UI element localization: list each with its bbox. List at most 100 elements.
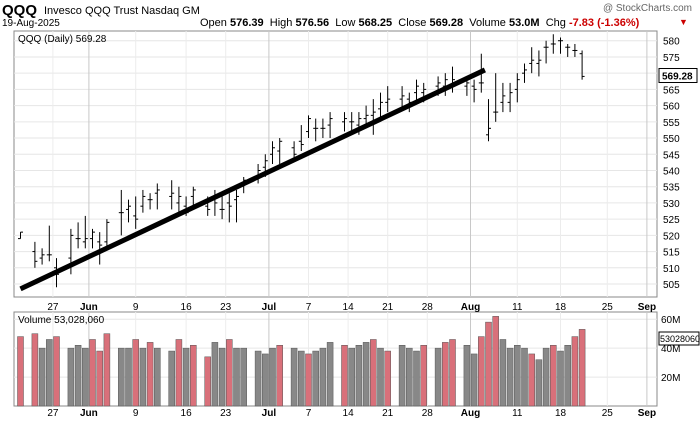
volume-bar [341, 345, 348, 407]
chg-label: Chg [545, 17, 566, 29]
volume-bar [564, 345, 571, 407]
ohlc-bar [313, 118, 319, 142]
price-tick-label: 505 [663, 280, 680, 291]
ohlc-bar [169, 180, 175, 210]
volume-tick-label: 40M [661, 344, 680, 355]
ohlc-bar [543, 40, 549, 64]
ohlc-bar [572, 43, 578, 57]
ohlc-bar [219, 196, 225, 220]
last-volume-tag [658, 331, 700, 346]
x-tick-label: Aug [461, 302, 480, 313]
close-label: Close [398, 17, 427, 29]
ohlc-bar [406, 92, 412, 113]
x-tick-label: 11 [512, 408, 523, 419]
volume-bar [478, 336, 485, 407]
ohlc-bar [550, 34, 556, 54]
volume-panel-label: Volume 53,028,060 [18, 315, 105, 326]
volume-bar [312, 350, 319, 407]
volume-bar [182, 347, 190, 407]
last-volume-value: 53028060 [660, 334, 700, 344]
price-tick-label: 535 [663, 183, 680, 194]
volume-bar [535, 359, 543, 407]
volume-bar [31, 333, 39, 407]
trend-line [19, 67, 486, 292]
description: Invesco QQQ Trust Nasdaq GM [44, 5, 200, 17]
price-tick-label: 565 [663, 85, 680, 96]
volume-bar [46, 339, 53, 407]
volume-bar [139, 347, 147, 407]
volume-bar [326, 342, 334, 407]
ohlc-bar [421, 82, 427, 103]
volume-bar [348, 347, 355, 407]
volume-bar [125, 347, 132, 407]
ohlc-bar [133, 196, 139, 229]
volume-bar [485, 321, 492, 407]
ohlc-bar [529, 47, 535, 74]
ohlc-bar [147, 193, 153, 210]
price-panel-label: QQQ (Daily) 569.28 [18, 34, 107, 45]
volume-bar [492, 316, 499, 407]
x-tick-label: 27 [47, 302, 59, 313]
price-tick-label: 530 [663, 199, 680, 210]
ohlc-bar [154, 183, 160, 210]
volume-bar [204, 356, 211, 407]
volume-bar [89, 339, 96, 407]
ohlc-bar [54, 258, 59, 288]
volume-bar [298, 350, 305, 407]
volume-bar [67, 347, 75, 407]
ohlc-readout: Open 576.39 High 576.56 Low 568.25 Close… [200, 17, 639, 29]
ohlc-bar [126, 199, 131, 223]
ohlc-bar [255, 164, 261, 184]
ohlc-bar [90, 228, 95, 249]
ohlc-bar [118, 189, 124, 236]
x-tick-label: 14 [343, 408, 355, 419]
volume-bar [211, 342, 219, 407]
x-tick-label: 21 [382, 408, 394, 419]
x-tick-label: Jul [262, 408, 277, 419]
price-tick-label: 545 [663, 150, 680, 161]
price-tick-label: 510 [663, 264, 680, 275]
chg-value: -7.83 (-1.36%) [568, 17, 640, 29]
date-label: 19-Aug-2025 [2, 18, 60, 29]
x-tick-label: 21 [382, 302, 394, 313]
ohlc-bar [320, 118, 326, 139]
watermark: @ StockCharts.com [602, 3, 692, 14]
volume-bar [398, 345, 406, 407]
volume-bar [276, 345, 283, 407]
ohlc-bar [507, 82, 513, 113]
ohlc-bar [226, 193, 232, 223]
x-tick-label: Aug [461, 408, 480, 419]
x-tick-label: Jul [262, 302, 277, 313]
low-value: 568.25 [358, 17, 393, 29]
volume-bar [377, 347, 384, 407]
volume-bar [542, 347, 550, 407]
x-tick-label: 23 [220, 408, 232, 419]
volume-bar [506, 347, 514, 407]
low-label: Low [335, 17, 356, 29]
x-tick-label: Jun [80, 408, 98, 419]
volume-bar [118, 347, 125, 407]
high-label: High [269, 17, 293, 29]
ohlc-bar [291, 141, 297, 158]
x-tick-label: 28 [422, 408, 434, 419]
ohlc-bar [82, 215, 88, 249]
x-tick-label: Sep [638, 408, 656, 419]
ohlc-bar [378, 92, 383, 119]
volume-bar [233, 347, 240, 407]
x-tick-label: 18 [555, 408, 567, 419]
x-tick-label: 27 [47, 408, 59, 419]
volume-bar [82, 347, 89, 407]
volume-bar [578, 329, 586, 407]
x-tick-label: Sep [638, 302, 656, 313]
volume-bar [53, 336, 60, 407]
volume-bar [370, 339, 377, 407]
ohlc-bar [435, 76, 441, 96]
x-tick-label: 16 [181, 408, 193, 419]
price-tick-label: 550 [663, 134, 680, 145]
x-tick-label: 14 [343, 302, 355, 313]
volume-bar [449, 339, 456, 407]
volume-bar [74, 345, 82, 407]
volume-bar [413, 350, 420, 407]
volume-bar [262, 353, 269, 407]
price-tick-label: 540 [663, 166, 680, 177]
